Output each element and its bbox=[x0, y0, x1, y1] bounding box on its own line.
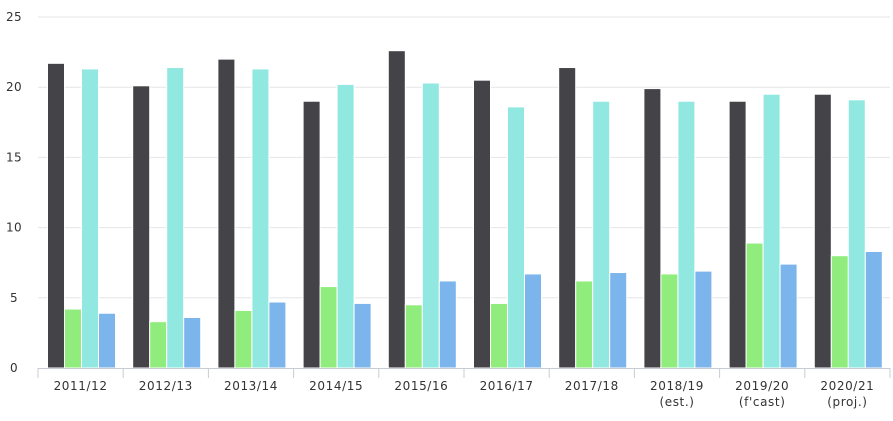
y-tick-label: 0 bbox=[10, 361, 18, 375]
bar bbox=[251, 68, 270, 369]
y-tick-label: 25 bbox=[6, 10, 22, 24]
bar bbox=[149, 321, 168, 369]
x-tick-label: 2016/17 bbox=[480, 379, 534, 393]
bar bbox=[336, 83, 355, 369]
bar bbox=[132, 85, 151, 369]
y-tick-label: 15 bbox=[6, 150, 22, 164]
bar bbox=[438, 280, 457, 369]
x-tick-label: (est.) bbox=[659, 395, 694, 409]
bar bbox=[728, 100, 747, 369]
bar bbox=[319, 286, 338, 369]
bar bbox=[762, 93, 781, 369]
x-tick-label: 2014/15 bbox=[309, 379, 363, 393]
bar bbox=[47, 62, 65, 369]
y-tick-label: 20 bbox=[6, 80, 22, 94]
y-axis: 0 5 10 15 20 25 bbox=[6, 10, 22, 375]
bar bbox=[234, 309, 253, 369]
bar bbox=[524, 273, 542, 369]
bar bbox=[575, 280, 594, 369]
bar bbox=[353, 302, 372, 369]
bar bbox=[98, 312, 116, 369]
x-tick-label: (proj.) bbox=[827, 395, 867, 409]
bar bbox=[268, 301, 287, 369]
bar bbox=[558, 67, 577, 369]
bar bbox=[779, 263, 798, 369]
bar bbox=[609, 272, 628, 369]
x-tick-label: 2020/21 bbox=[820, 379, 874, 393]
bar bbox=[643, 88, 662, 369]
x-tick-label: 2011/12 bbox=[54, 379, 108, 393]
bar bbox=[813, 93, 832, 369]
bar bbox=[592, 100, 611, 369]
bar bbox=[404, 304, 423, 369]
x-tick-label: 2013/14 bbox=[224, 379, 278, 393]
x-tick-label: 2019/20 bbox=[735, 379, 789, 393]
bar bbox=[847, 99, 866, 369]
x-tick-label: (f'cast) bbox=[739, 395, 786, 409]
bar bbox=[694, 270, 713, 369]
bar bbox=[830, 255, 849, 369]
bar bbox=[64, 308, 82, 369]
bar bbox=[166, 67, 185, 369]
y-tick-label: 5 bbox=[10, 291, 18, 305]
bar bbox=[660, 273, 679, 369]
bar bbox=[387, 50, 406, 369]
bar bbox=[183, 316, 202, 369]
bar bbox=[302, 100, 321, 369]
bars bbox=[47, 50, 883, 369]
x-axis: 2011/12 2012/13 2013/14 2014/15 2015/16 2016/… bbox=[37, 368, 891, 409]
bar bbox=[81, 68, 99, 369]
y-tick-label: 10 bbox=[6, 221, 22, 235]
bar bbox=[490, 302, 508, 369]
x-tick-label: 2015/16 bbox=[394, 379, 448, 393]
bar bbox=[421, 82, 440, 369]
bar bbox=[507, 106, 525, 369]
bar bbox=[473, 79, 491, 369]
bar bbox=[677, 100, 696, 369]
bar bbox=[217, 58, 236, 369]
x-tick-label: 2017/18 bbox=[565, 379, 619, 393]
x-tick-label: 2018/19 bbox=[650, 379, 704, 393]
x-tick-label: 2012/13 bbox=[139, 379, 193, 393]
bar bbox=[864, 250, 883, 369]
bar bbox=[745, 242, 764, 369]
